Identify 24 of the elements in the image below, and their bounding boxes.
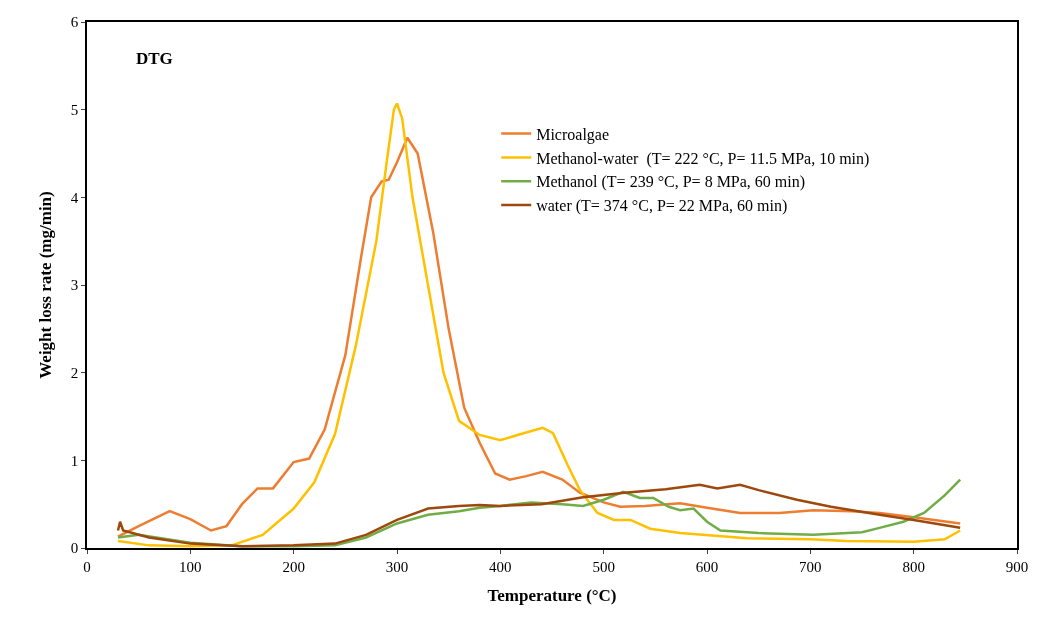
legend-label: Microalgae	[536, 125, 610, 144]
x-tick-label: 0	[83, 558, 91, 575]
legend-label: Methanol-water (T= 222 °C, P= 11.5 MPa, 10 min)	[536, 149, 870, 168]
x-axis-title: Temperature (°C)	[487, 585, 617, 605]
y-tick-label: 6	[70, 14, 79, 31]
x-tick-label: 800	[902, 558, 925, 575]
x-tick-label: 700	[799, 558, 822, 575]
x-tick-label: 900	[1005, 558, 1029, 575]
text: DTG	[136, 49, 173, 68]
y-tick-label: 1	[70, 452, 79, 469]
x-tick-label: 600	[695, 558, 719, 575]
x-tick-label: 100	[179, 558, 202, 575]
x-tick-label: 400	[489, 558, 512, 575]
y-tick-label: 5	[70, 101, 79, 118]
x-tick-label: 300	[385, 558, 409, 575]
y-tick-label: 3	[70, 277, 79, 294]
y-tick-label: 0	[70, 540, 79, 557]
y-axis-title: Weight loss rate (mg/min)	[35, 191, 55, 379]
y-tick-label: 2	[70, 364, 79, 381]
y-tick-label: 4	[70, 189, 79, 206]
x-tick-label: 500	[592, 558, 615, 575]
x-tick-label: 200	[282, 558, 305, 575]
legend-label: water (T= 374 °C, P= 22 MPa, 60 min)	[536, 197, 788, 216]
legend-label: Methanol (T= 239 °C, P= 8 MPa, 60 min)	[536, 173, 806, 192]
